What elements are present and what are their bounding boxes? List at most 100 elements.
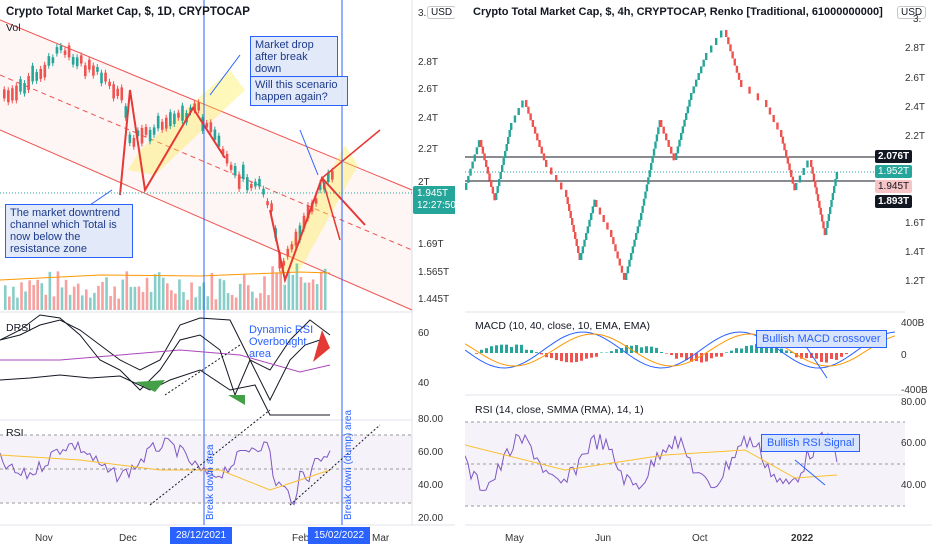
candle-body [112, 84, 115, 99]
rsi-signal-note[interactable]: Bullish RSI Signal [761, 434, 861, 452]
renko-brick [685, 113, 688, 120]
macd-histogram [610, 351, 613, 353]
left-last-price: 1.945T [417, 188, 449, 199]
right-chart[interactable]: Crypto Total Market Cap, $, 4h, CRYPTOCA… [465, 0, 932, 550]
candle-body [262, 188, 265, 195]
candle-body [237, 174, 241, 189]
drsi-mid [0, 349, 331, 373]
macd-histogram [615, 349, 618, 353]
renko-brick [465, 183, 468, 190]
renko-brick [710, 45, 713, 53]
renko-brick [496, 186, 499, 193]
volume-bar [247, 285, 250, 310]
renko-brick [585, 233, 588, 240]
renko-brick [720, 30, 723, 38]
volume-bar [153, 274, 157, 310]
candle-body [169, 112, 172, 127]
renko-brick [833, 186, 836, 193]
candle-body [278, 253, 281, 269]
candle-body [294, 231, 298, 246]
left-last-price-tag: 1.945T 12:27:50 [413, 186, 460, 214]
macd-histogram [515, 344, 518, 353]
renko-brick [785, 150, 788, 157]
candle-body [250, 183, 253, 189]
macd-histogram [740, 348, 743, 353]
renko-brick [507, 137, 510, 144]
renko-brick [772, 115, 775, 122]
channel-fill [0, 20, 412, 310]
volume-bar [16, 297, 19, 310]
macd-histogram [490, 346, 493, 353]
drsi-tick: 40 [418, 378, 430, 389]
volume-bar [311, 279, 315, 310]
macd-note[interactable]: Bullish MACD crossover [756, 330, 887, 348]
dynamic-rsi-note[interactable]: Dynamic RSI Overbought area [249, 324, 314, 360]
renko-brick [788, 163, 791, 171]
volume-bar [263, 276, 266, 310]
renko-brick [636, 226, 640, 234]
renko-brick [783, 143, 786, 151]
renko-brick [635, 233, 638, 240]
renko-brick [574, 232, 577, 239]
volume-bar [267, 295, 270, 310]
rsi-note-arrow [794, 459, 826, 486]
volume-bar [89, 297, 92, 310]
rsi-line [465, 431, 838, 491]
volume-bar [48, 271, 52, 310]
macd-histogram [635, 345, 638, 353]
downtrend-note[interactable]: The market downtrend channel which Total… [5, 204, 133, 258]
macd-histogram [690, 353, 693, 362]
left-chart[interactable]: Crypto Total Market Cap, $, 1D, CRYPTOCA… [0, 0, 460, 550]
highlight-date-2: 15/02/2022 [308, 527, 371, 544]
volume-bar [117, 298, 120, 310]
renko-brick [505, 144, 508, 151]
left-currency-button[interactable]: USD [427, 6, 457, 19]
market-drop-note[interactable]: Market drop after break down [250, 36, 338, 78]
candle-body [282, 260, 286, 266]
renko-brick [614, 244, 617, 252]
volume-bar [20, 282, 23, 310]
macd-histogram [790, 351, 793, 353]
renko-brick [702, 59, 705, 67]
note-pointer [89, 189, 113, 206]
volume-bar [295, 263, 299, 310]
candle-body [43, 64, 47, 78]
will-this-note[interactable]: Will this scenario happen again? [250, 76, 348, 106]
renko-brick [729, 44, 732, 52]
drsi-upper [0, 317, 331, 371]
macd-histogram [815, 353, 818, 359]
renko-brick [645, 184, 649, 192]
volume-bar [157, 272, 161, 310]
renko-brick [622, 272, 626, 280]
candle-body [217, 135, 221, 147]
volume-bar [145, 277, 149, 310]
macd-histogram [565, 353, 568, 363]
renko-brick [481, 146, 485, 154]
renko-brick [826, 221, 829, 228]
renko-brick [737, 72, 741, 80]
renko-brick [835, 172, 839, 179]
macd-histogram [770, 346, 773, 353]
renko-brick [678, 139, 681, 147]
renko-brick [499, 172, 502, 179]
candle-body [7, 90, 10, 103]
macd-histogram [530, 350, 533, 353]
volume-bar [129, 286, 133, 310]
left-price-tick: 2.8T [418, 57, 439, 68]
macd-histogram [700, 353, 703, 363]
candle-body [63, 50, 67, 55]
macd-histogram [710, 353, 713, 359]
volume-bar [275, 272, 278, 310]
renko-brick [488, 173, 491, 181]
candle-body [331, 170, 334, 180]
renko-brick [590, 213, 593, 220]
volume-bar [279, 270, 282, 310]
renko-brick [467, 175, 470, 183]
right-date-tick: Oct [692, 533, 708, 544]
candle-body [177, 112, 180, 118]
right-currency-button[interactable]: USD [897, 6, 927, 19]
zigzag-current [269, 176, 366, 284]
renko-brick [834, 179, 837, 186]
candle-body [306, 205, 310, 219]
volume-bar [85, 289, 88, 310]
